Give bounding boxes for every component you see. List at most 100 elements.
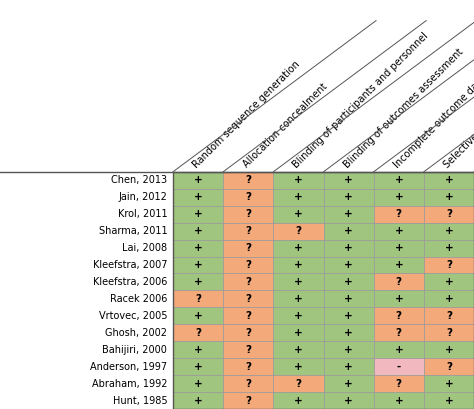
Text: +: + [294, 260, 303, 270]
Text: +: + [445, 277, 453, 287]
Bar [374, 392, 424, 409]
Bar [273, 375, 323, 392]
Text: ?: ? [245, 362, 251, 372]
Text: Blinding of participants and personnel: Blinding of participants and personnel [292, 31, 430, 170]
Text: ?: ? [245, 328, 251, 338]
Text: +: + [344, 260, 353, 270]
Bar [374, 375, 424, 392]
Text: +: + [294, 311, 303, 321]
Text: +: + [294, 175, 303, 185]
Text: +: + [344, 294, 353, 304]
Bar [374, 324, 424, 341]
Text: +: + [445, 379, 453, 389]
Text: Kleefstra, 2007: Kleefstra, 2007 [93, 260, 167, 270]
Text: ?: ? [396, 379, 402, 389]
Text: ?: ? [396, 328, 402, 338]
Bar [223, 274, 273, 290]
Bar [323, 358, 374, 375]
Bar [173, 172, 223, 189]
Bar [173, 307, 223, 324]
Text: Random sequence generation: Random sequence generation [191, 59, 302, 170]
Bar [323, 189, 374, 206]
Bar [273, 206, 323, 222]
Bar [323, 274, 374, 290]
Bar [273, 341, 323, 358]
Bar [424, 206, 474, 222]
Text: +: + [344, 328, 353, 338]
Text: ?: ? [446, 260, 452, 270]
Bar [223, 256, 273, 274]
Text: ?: ? [396, 209, 402, 219]
Text: ?: ? [195, 328, 201, 338]
Bar [374, 222, 424, 240]
Text: ?: ? [245, 345, 251, 355]
Text: +: + [445, 226, 453, 236]
Bar [173, 222, 223, 240]
Text: Hunt, 1985: Hunt, 1985 [113, 396, 167, 406]
Text: Krol, 2011: Krol, 2011 [118, 209, 167, 219]
Text: +: + [394, 396, 403, 406]
Bar [173, 206, 223, 222]
Bar [223, 392, 273, 409]
Text: +: + [394, 243, 403, 253]
Bar [223, 222, 273, 240]
Bar [323, 206, 374, 222]
Bar [374, 189, 424, 206]
Text: ?: ? [245, 311, 251, 321]
Text: +: + [194, 175, 202, 185]
Text: ?: ? [245, 192, 251, 202]
Text: Chen, 2013: Chen, 2013 [111, 175, 167, 185]
Bar [374, 341, 424, 358]
Bar [424, 358, 474, 375]
Bar [424, 222, 474, 240]
Text: +: + [344, 192, 353, 202]
Text: +: + [344, 226, 353, 236]
Bar [374, 274, 424, 290]
Text: +: + [394, 294, 403, 304]
Text: +: + [344, 311, 353, 321]
Text: +: + [294, 328, 303, 338]
Bar [273, 172, 323, 189]
Text: +: + [194, 243, 202, 253]
Text: Lai, 2008: Lai, 2008 [122, 243, 167, 253]
Bar [273, 358, 323, 375]
Bar [223, 206, 273, 222]
Text: +: + [394, 175, 403, 185]
Text: ?: ? [446, 209, 452, 219]
Bar [273, 189, 323, 206]
Bar [323, 290, 374, 307]
Text: +: + [294, 243, 303, 253]
Text: +: + [445, 396, 453, 406]
Text: +: + [344, 362, 353, 372]
Bar [173, 274, 223, 290]
Text: +: + [344, 345, 353, 355]
Text: ?: ? [295, 226, 301, 236]
Bar [374, 172, 424, 189]
Bar [173, 392, 223, 409]
Text: +: + [294, 209, 303, 219]
Text: ?: ? [245, 396, 251, 406]
Text: ?: ? [245, 294, 251, 304]
Text: ?: ? [245, 175, 251, 185]
Bar [424, 392, 474, 409]
Text: +: + [294, 396, 303, 406]
Text: +: + [445, 345, 453, 355]
Text: +: + [294, 345, 303, 355]
Bar [173, 324, 223, 341]
Text: ?: ? [446, 328, 452, 338]
Text: +: + [194, 226, 202, 236]
Text: ?: ? [396, 311, 402, 321]
Bar [273, 256, 323, 274]
Text: Abraham, 1992: Abraham, 1992 [92, 379, 167, 389]
Text: Kleefstra, 2006: Kleefstra, 2006 [93, 277, 167, 287]
Bar [424, 290, 474, 307]
Text: ?: ? [245, 243, 251, 253]
Bar [273, 222, 323, 240]
Text: +: + [294, 362, 303, 372]
Bar [424, 256, 474, 274]
Text: +: + [294, 277, 303, 287]
Text: +: + [344, 175, 353, 185]
Bar [173, 290, 223, 307]
Bar [223, 358, 273, 375]
Bar [323, 375, 374, 392]
